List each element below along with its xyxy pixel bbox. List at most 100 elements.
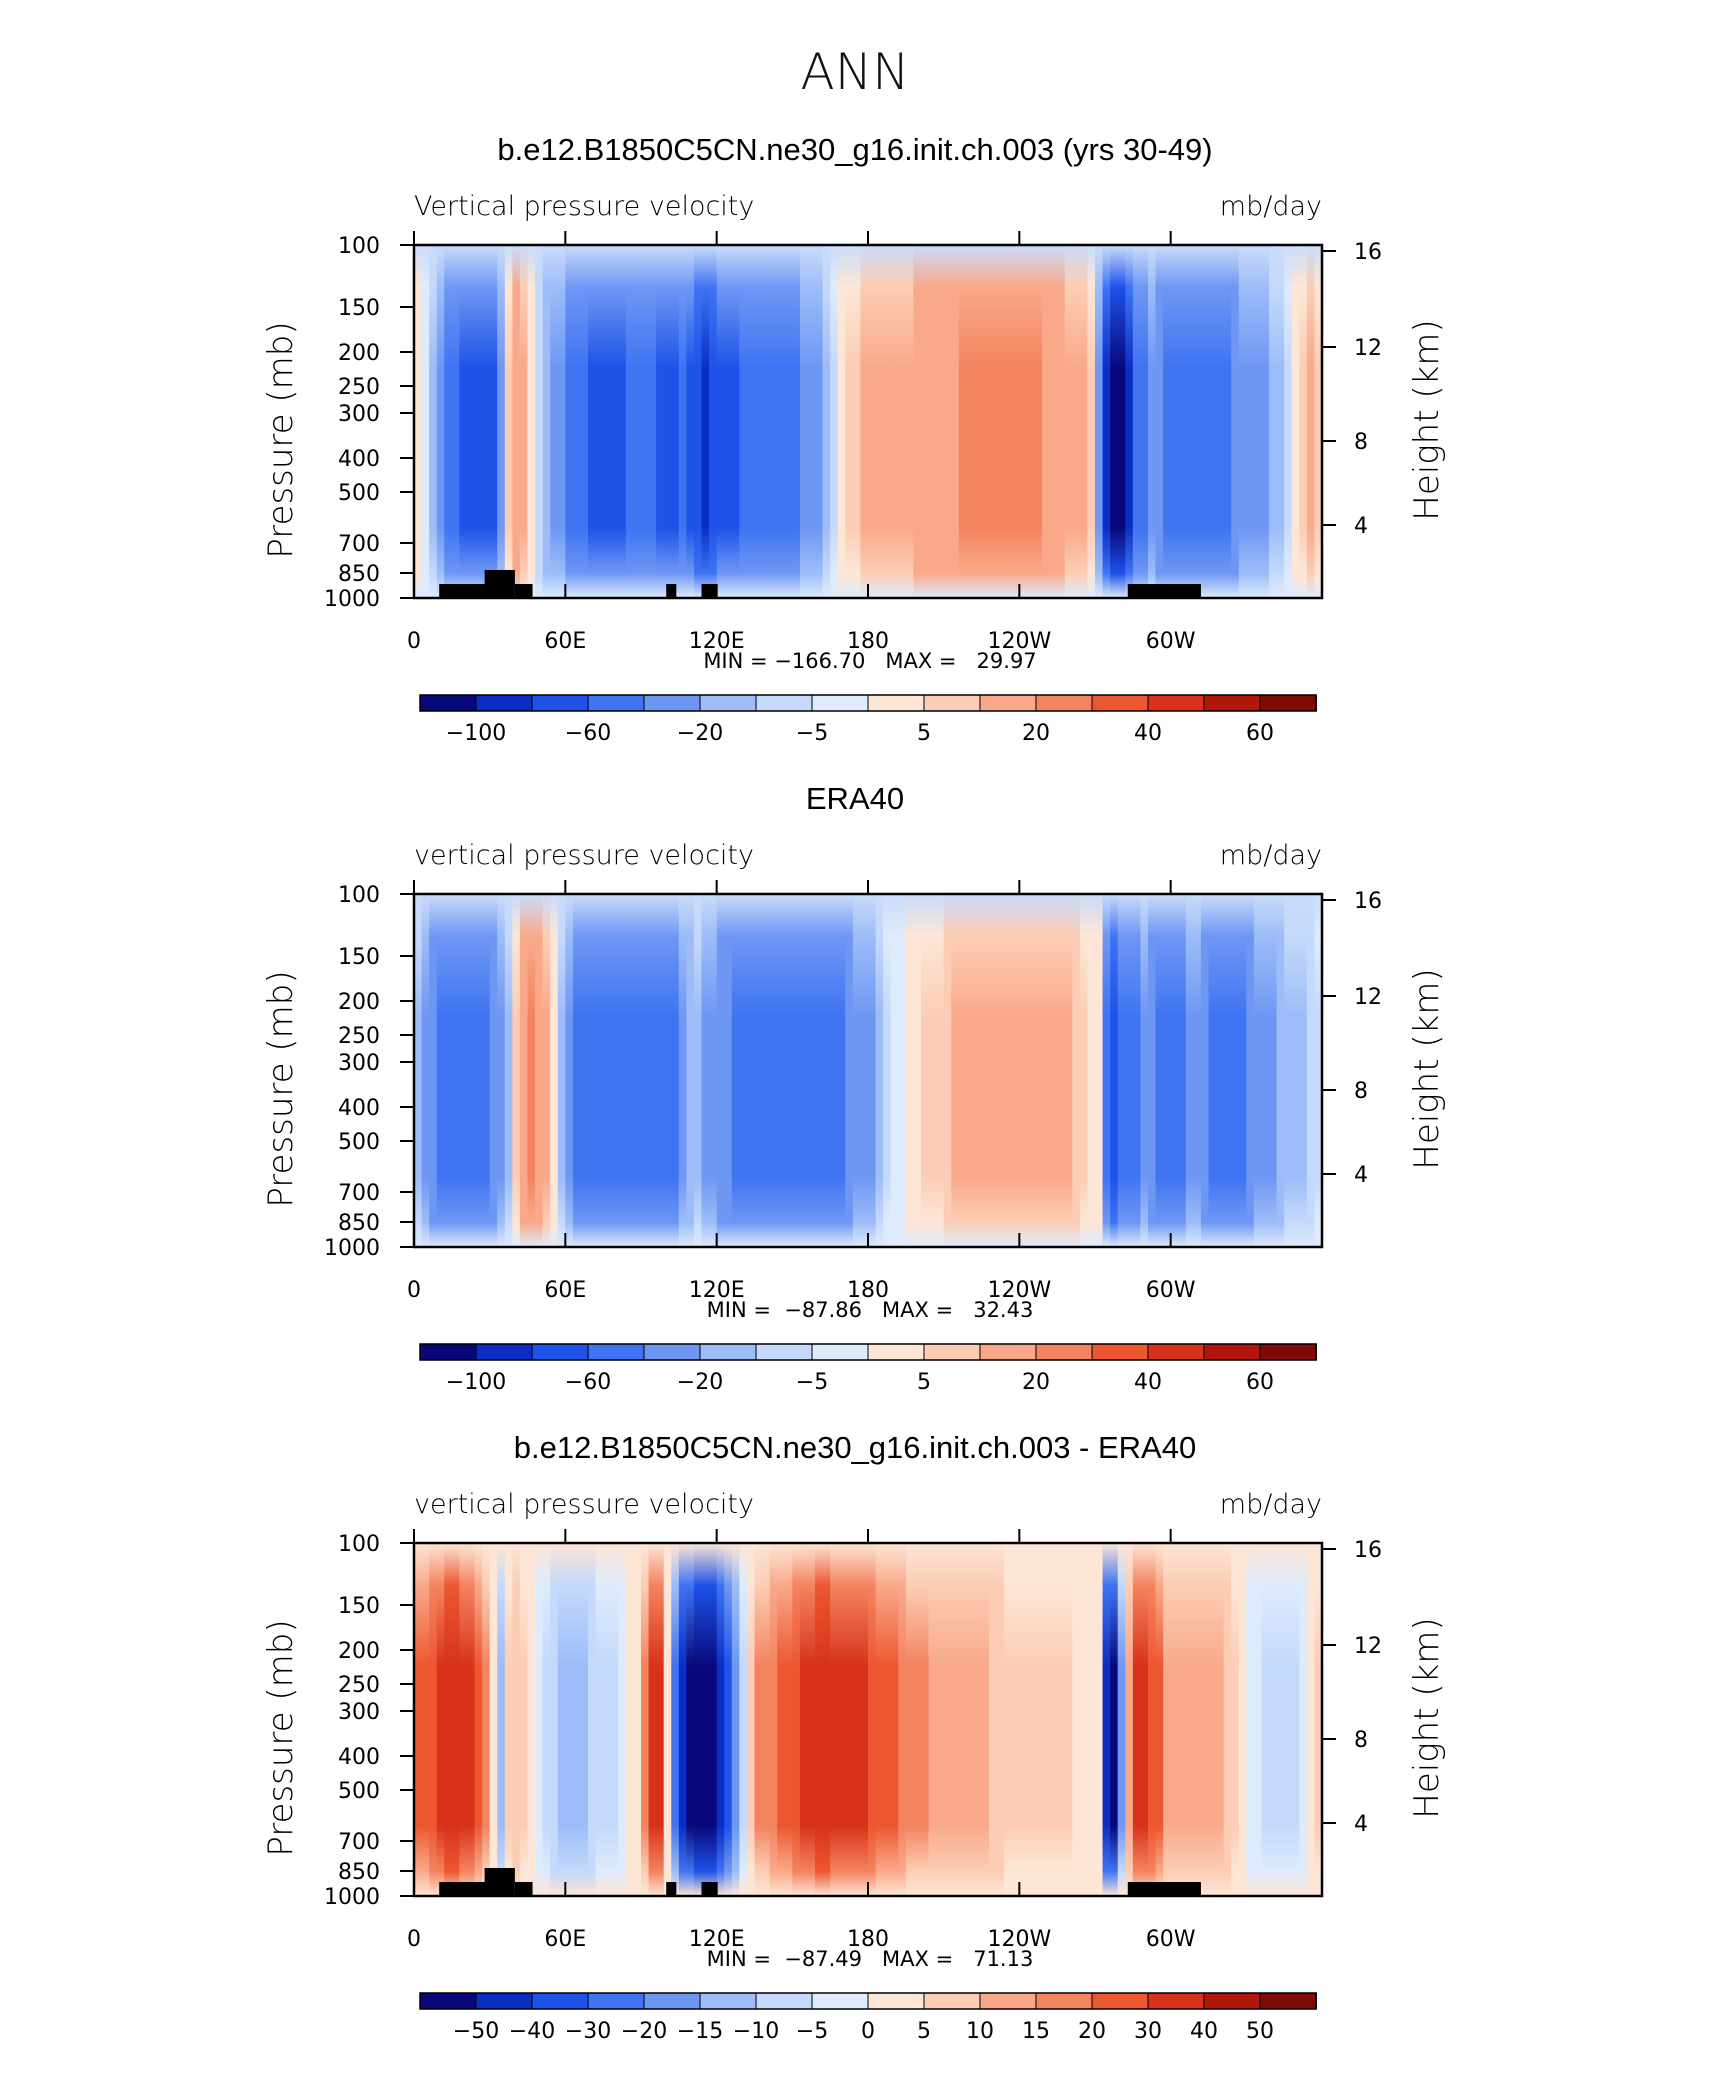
colorbar-frame [419,694,1317,712]
y-right-tick-label: 4 [1354,1163,1368,1188]
field-column [550,245,559,598]
field-column [1034,245,1043,598]
colorbar-swatch [1035,694,1093,712]
field-column [1102,894,1111,1247]
field-column [769,245,778,598]
colorbar-label: −10 [733,2019,779,2044]
y-tick-label: 250 [338,375,380,400]
topography-mask [484,570,515,598]
field-column [1087,894,1096,1247]
field-column [1253,1543,1263,1896]
field-column [845,245,854,598]
colorbar-swatch [811,1343,869,1361]
field-column [686,894,695,1247]
colorbar-swatch [755,1992,813,2010]
field-column [868,245,877,598]
field-column [1238,894,1247,1247]
field-column [1216,894,1225,1247]
panel-title: ERA40 [806,781,904,816]
field-column [489,245,498,598]
x-tick-label: 0 [407,1927,421,1952]
field-column [1223,1543,1232,1896]
field-column [1042,894,1051,1247]
field-column [429,245,438,598]
colorbar-swatch [1091,694,1149,712]
field-column [1079,245,1089,598]
field-column [1117,894,1126,1247]
field-column [822,245,831,598]
field-column [1231,894,1240,1247]
field-column [603,894,612,1247]
colorbar-swatch [1259,1992,1317,2010]
field-column [625,1543,635,1896]
field-column [1185,245,1194,598]
colorbar-swatch [643,1992,701,2010]
x-tick-label: 0 [407,1278,421,1303]
y-right-tick-label: 16 [1354,240,1382,265]
field-column [466,894,476,1247]
field-column [678,894,687,1247]
field-column [1057,245,1066,598]
field-column [981,1543,990,1896]
x-tick-label: 120E [689,1278,745,1303]
y-right-tick-label: 12 [1354,336,1382,361]
field-column [701,245,710,598]
field-column [951,894,960,1247]
field-column [1269,245,1278,598]
field-column [565,1543,574,1896]
y-axis-label: Pressure (mb) [261,970,301,1207]
colorbar-label: 20 [1022,1370,1050,1395]
field-column [1261,245,1270,598]
field-column [1261,1543,1270,1896]
field-column [905,1543,914,1896]
field-column [1155,245,1164,598]
field-column [1064,245,1073,598]
field-column [1291,894,1300,1247]
field-column [588,245,597,598]
field-column [527,894,536,1247]
field-column [822,1543,831,1896]
y-tick-label: 1000 [324,1236,380,1261]
field-column [868,1543,877,1896]
y-tick-label: 100 [338,883,380,908]
field-column [1231,1543,1240,1896]
left-string: Vertical pressure velocity [414,191,754,222]
field-column [1200,894,1210,1247]
field-column [769,1543,778,1896]
colorbar-swatch [867,1992,925,2010]
field-column [1299,894,1308,1247]
field-column [618,1543,627,1896]
field-column [1147,894,1157,1247]
field-column [936,894,945,1247]
field-column [580,894,589,1247]
field-column [1314,245,1323,598]
field-column [1291,1543,1300,1896]
field-column [1238,245,1247,598]
field-column [1246,894,1255,1247]
field-column [466,245,476,598]
right-string: mb/day [1220,191,1322,222]
field-column [1072,1543,1081,1896]
panel-title: b.e12.B1850C5CN.ne30_g16.init.ch.003 - E… [514,1430,1196,1465]
field-column [671,894,680,1247]
field-column [746,1543,756,1896]
field-column [1117,245,1126,598]
y-tick-label: 100 [338,234,380,259]
field-column [943,894,952,1247]
y-tick-label: 400 [338,447,380,472]
field-column [535,1543,544,1896]
field-column [421,894,430,1247]
colorbar-swatch [1091,1992,1149,2010]
y-right-tick-label: 4 [1354,1812,1368,1837]
field-column [497,1543,506,1896]
colorbar-label: −100 [446,721,506,746]
field-column [444,1543,453,1896]
colorbar-swatch [867,1343,925,1361]
field-column [1306,245,1316,598]
field-column [731,894,740,1247]
field-column [701,894,710,1247]
field-column [1185,1543,1194,1896]
field-column [693,245,703,598]
field-column [625,245,635,598]
right-string: mb/day [1220,840,1322,871]
